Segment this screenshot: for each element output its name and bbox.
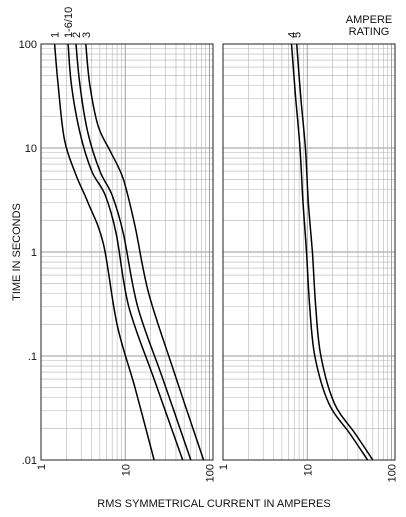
x-tick-label: 10 (120, 464, 132, 476)
series-line-4 (290, 43, 369, 461)
series-line-1-6-10 (67, 43, 184, 461)
series-label: 4 (286, 32, 298, 38)
x-tick-label: 100 (387, 464, 399, 482)
legend-title-line-2: RATING (349, 26, 390, 38)
series-label: 2 (71, 32, 83, 38)
plot-frame (222, 43, 396, 461)
y-tick-label: 100 (19, 39, 37, 51)
y-axis-label: TIME IN SECONDS (11, 203, 23, 301)
x-tick-label: 100 (205, 464, 217, 482)
grid (222, 44, 395, 461)
series-line-2 (75, 43, 192, 461)
y-tick-label: 1 (31, 247, 37, 259)
x-axis-label: RMS SYMMETRICAL CURRENT IN AMPERES (97, 498, 330, 510)
series-label: 3 (81, 32, 93, 38)
series-label: 1-6/10 (63, 7, 75, 38)
grid (40, 44, 213, 461)
series-line-5 (295, 43, 374, 461)
x-tick-label: 1 (218, 464, 230, 470)
y-tick-label: .01 (22, 455, 37, 467)
y-tick-label: 10 (25, 143, 37, 155)
series-line-1 (53, 43, 155, 461)
right-panel: 1 10 100 45 (218, 32, 399, 482)
y-tick-label: .1 (28, 351, 37, 363)
series-label: 5 (292, 32, 304, 38)
series-line-3 (85, 43, 205, 461)
series-label: 1 (50, 32, 62, 38)
legend-title-line-1: AMPERE (346, 14, 392, 26)
x-tick-label: 10 (302, 464, 314, 476)
y-axis-ticks: 100 10 1 .1 .01 (19, 39, 37, 467)
plot-frame (40, 43, 214, 461)
x-tick-label: 1 (36, 464, 48, 470)
